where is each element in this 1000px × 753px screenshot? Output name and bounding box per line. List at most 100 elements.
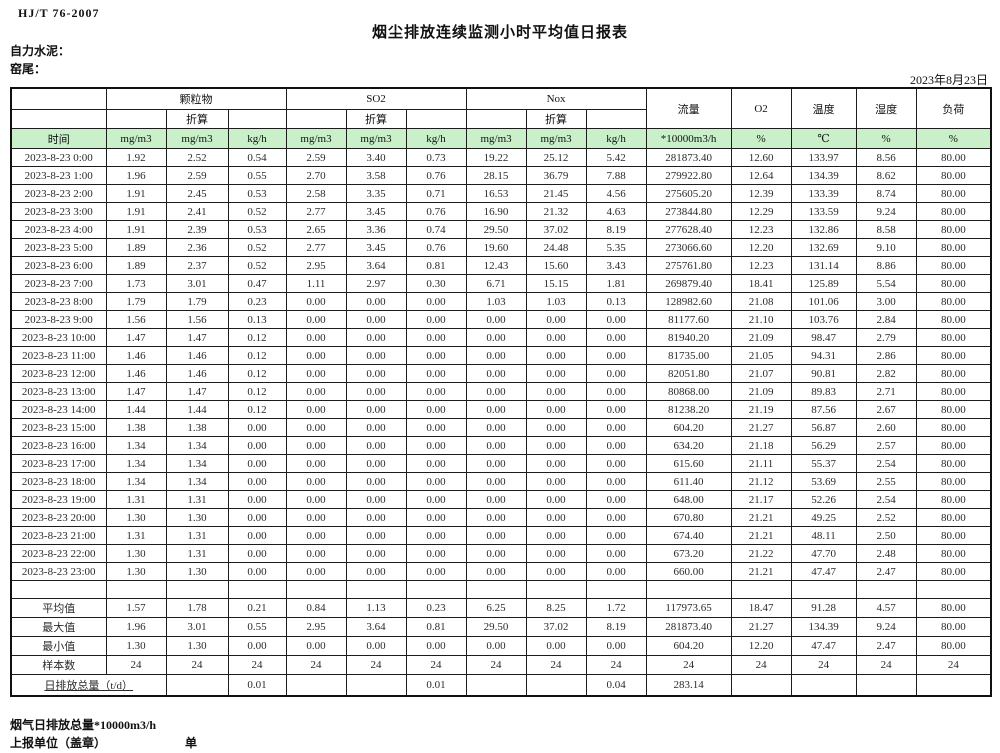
value-cell: 81735.00 <box>645 346 732 365</box>
value-cell: 56.29 <box>790 436 857 455</box>
unit-cell: mg/m3 <box>105 128 167 149</box>
value-cell: 0.00 <box>525 310 587 329</box>
value-cell: 2.57 <box>855 436 917 455</box>
value-cell: 0.00 <box>285 292 347 311</box>
summary-label: 样本数 <box>10 655 107 675</box>
unit-cell: % <box>730 128 792 149</box>
value-cell: 80.00 <box>915 562 992 581</box>
value-cell: 0.53 <box>227 220 287 239</box>
table-row: 2023-8-23 12:00 1.46 1.46 0.12 0.00 0.00 0.00 0… <box>10 364 992 383</box>
value-cell: 0.00 <box>525 346 587 365</box>
value-cell: 8.62 <box>855 166 917 185</box>
header-flow: 流量 <box>645 87 732 129</box>
unit-cell: kg/h <box>585 128 647 149</box>
value-cell: 273066.60 <box>645 238 732 257</box>
unit-cell: ℃ <box>790 128 857 149</box>
value-cell: 80.00 <box>915 544 992 563</box>
value-cell: 1.34 <box>105 472 167 491</box>
value-cell: 0.23 <box>227 292 287 311</box>
header-o2: O2 <box>730 87 792 129</box>
time-cell: 2023-8-23 12:00 <box>10 364 107 383</box>
value-cell: 2.39 <box>165 220 229 239</box>
value-cell: 0.00 <box>405 526 467 545</box>
value-cell: 1.03 <box>465 292 527 311</box>
blank-cell <box>405 109 467 129</box>
value-cell: 81238.20 <box>645 400 732 419</box>
value-cell: 48.11 <box>790 526 857 545</box>
value-cell: 21.08 <box>730 292 792 311</box>
value-cell: 0.00 <box>405 508 467 527</box>
empty-cell <box>285 580 347 599</box>
value-cell: 81940.20 <box>645 328 732 347</box>
value-cell: 3.00 <box>855 292 917 311</box>
value-cell: 8.58 <box>855 220 917 239</box>
value-cell: 80.00 <box>915 436 992 455</box>
value-cell: 0.76 <box>405 166 467 185</box>
summary-value-cell: 24 <box>730 655 792 675</box>
value-cell: 5.42 <box>585 148 647 167</box>
value-cell: 0.00 <box>585 436 647 455</box>
summary-value-cell: 2.95 <box>285 617 347 637</box>
value-cell: 0.53 <box>227 184 287 203</box>
report-date: 2023年8月23日 <box>909 73 988 87</box>
value-cell: 0.76 <box>405 202 467 221</box>
value-cell: 0.55 <box>227 166 287 185</box>
value-cell: 87.56 <box>790 400 857 419</box>
table-row: 2023-8-23 3:00 1.91 2.41 0.52 2.77 3.45 0.76 16… <box>10 202 992 221</box>
value-cell: 0.00 <box>345 346 407 365</box>
value-cell: 2.52 <box>165 148 229 167</box>
value-cell: 80.00 <box>915 256 992 275</box>
value-cell: 1.46 <box>105 346 167 365</box>
value-cell: 80.00 <box>915 328 992 347</box>
summary-value-cell: 4.57 <box>855 598 917 618</box>
value-cell: 0.73 <box>405 148 467 167</box>
value-cell: 0.00 <box>285 562 347 581</box>
unit-cell: *10000m3/h <box>645 128 732 149</box>
value-cell: 0.00 <box>585 310 647 329</box>
summary-row: 样本数 24 24 24 24 24 24 24 24 24 24 24 24 24 24 <box>10 655 992 675</box>
value-cell: 80.00 <box>915 148 992 167</box>
summary-value-cell: 0.00 <box>585 636 647 656</box>
value-cell: 0.00 <box>285 472 347 491</box>
value-cell: 0.00 <box>525 418 587 437</box>
company-label: 自力水泥： <box>10 44 71 58</box>
time-cell: 2023-8-23 8:00 <box>10 292 107 311</box>
value-cell: 0.00 <box>285 310 347 329</box>
standard-number: HJ/T 76-2007 <box>18 6 100 20</box>
value-cell: 80.00 <box>915 454 992 473</box>
value-cell: 0.00 <box>465 454 527 473</box>
value-cell: 103.76 <box>790 310 857 329</box>
value-cell: 1.96 <box>105 166 167 185</box>
value-cell: 1.03 <box>525 292 587 311</box>
header-converted-row: 折算 折算 折算 <box>10 109 991 129</box>
empty-cell <box>855 580 917 599</box>
empty-row <box>10 580 992 599</box>
value-cell: 80.00 <box>915 382 992 401</box>
value-cell: 0.00 <box>227 454 287 473</box>
value-cell: 1.34 <box>165 472 229 491</box>
value-cell: 80.00 <box>915 400 992 419</box>
value-cell: 2.55 <box>855 472 917 491</box>
value-cell: 0.12 <box>227 382 287 401</box>
value-cell: 2.52 <box>855 508 917 527</box>
summary-value-cell: 0.81 <box>405 617 467 637</box>
page-title: 烟尘排放连续监测小时平均值日报表 <box>371 25 628 41</box>
value-cell: 0.00 <box>227 508 287 527</box>
value-cell: 0.00 <box>405 562 467 581</box>
value-cell: 1.30 <box>105 544 167 563</box>
value-cell: 0.00 <box>585 562 647 581</box>
location-label: 窑尾： <box>10 62 47 76</box>
time-cell: 2023-8-23 18:00 <box>10 472 107 491</box>
blank-cell <box>285 109 347 129</box>
empty-cell <box>915 580 992 599</box>
value-cell: 0.00 <box>405 292 467 311</box>
value-cell: 2.58 <box>285 184 347 203</box>
value-cell: 1.56 <box>105 310 167 329</box>
value-cell: 80.00 <box>915 418 992 437</box>
converted-label: 折算 <box>165 109 229 129</box>
daily-total-cell <box>915 674 992 697</box>
table-row: 2023-8-23 7:00 1.73 3.01 0.47 1.11 2.97 0.30 6.… <box>10 274 992 293</box>
value-cell: 2.48 <box>855 544 917 563</box>
table-row: 2023-8-23 15:00 1.38 1.38 0.00 0.00 0.00 0.00 0… <box>10 418 992 437</box>
value-cell: 8.56 <box>855 148 917 167</box>
